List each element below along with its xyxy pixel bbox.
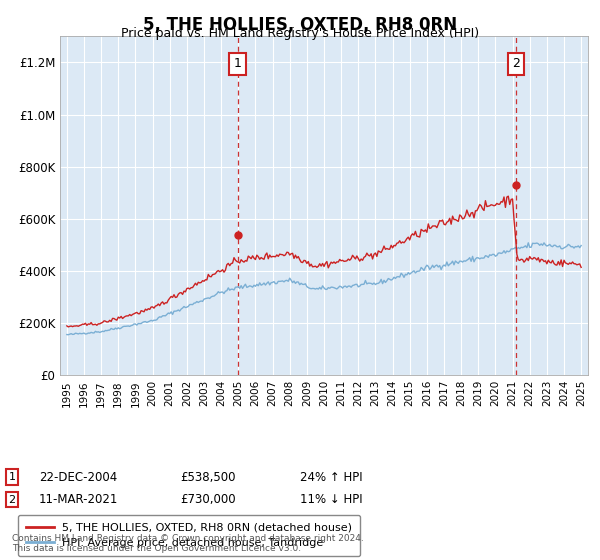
- Text: 2: 2: [8, 494, 16, 505]
- Text: 1: 1: [8, 472, 16, 482]
- Text: £730,000: £730,000: [180, 493, 236, 506]
- Text: Contains HM Land Registry data © Crown copyright and database right 2024.
This d: Contains HM Land Registry data © Crown c…: [12, 534, 364, 553]
- Text: 11-MAR-2021: 11-MAR-2021: [39, 493, 118, 506]
- Text: 2: 2: [512, 57, 520, 70]
- Text: 1: 1: [234, 57, 242, 70]
- Text: £538,500: £538,500: [180, 470, 235, 484]
- Text: 11% ↓ HPI: 11% ↓ HPI: [300, 493, 362, 506]
- Text: 22-DEC-2004: 22-DEC-2004: [39, 470, 117, 484]
- Legend: 5, THE HOLLIES, OXTED, RH8 0RN (detached house), HPI: Average price, detached ho: 5, THE HOLLIES, OXTED, RH8 0RN (detached…: [18, 515, 360, 556]
- Text: Price paid vs. HM Land Registry's House Price Index (HPI): Price paid vs. HM Land Registry's House …: [121, 27, 479, 40]
- Text: 24% ↑ HPI: 24% ↑ HPI: [300, 470, 362, 484]
- Text: 5, THE HOLLIES, OXTED, RH8 0RN: 5, THE HOLLIES, OXTED, RH8 0RN: [143, 16, 457, 34]
